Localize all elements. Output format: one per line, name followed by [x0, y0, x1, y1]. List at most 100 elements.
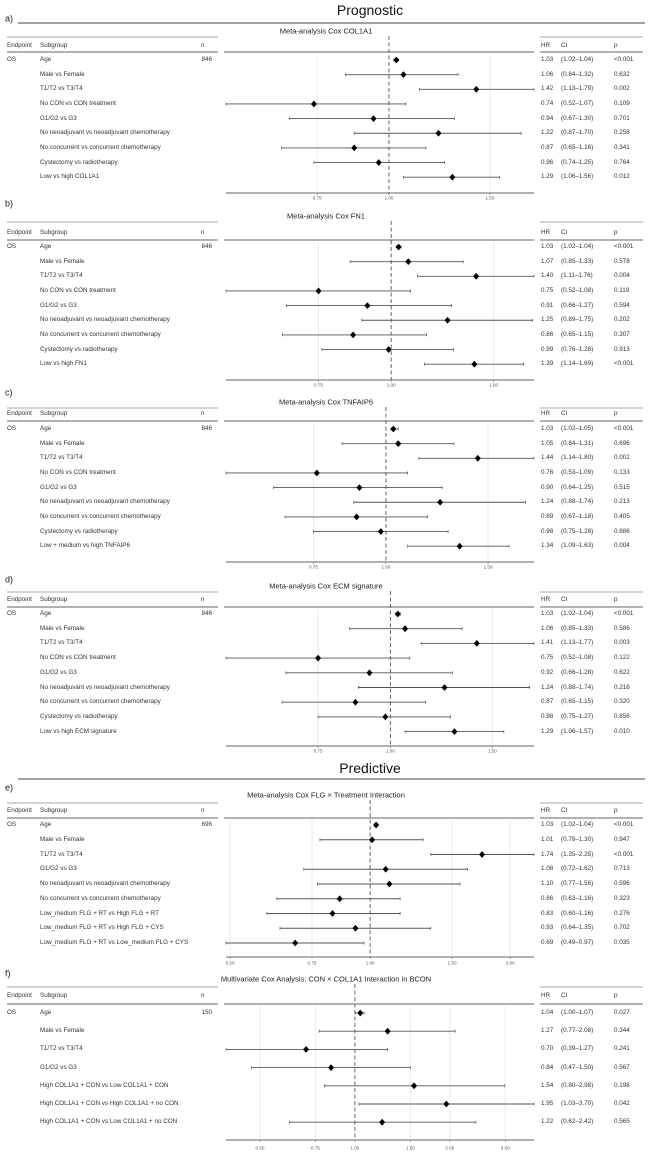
p-value: 0.913 — [614, 345, 630, 353]
subgroup-label: Low vs high FN1 — [40, 360, 87, 368]
hr-point-marker — [351, 144, 358, 152]
column-header-subgroup: Subgroup — [40, 991, 68, 999]
column-header-hr: HR — [541, 595, 551, 603]
subgroup-label: T1/T2 vs T3/T4 — [40, 272, 83, 280]
p-value: <0.001 — [614, 242, 634, 250]
section-title-predictive: Predictive — [339, 760, 401, 776]
p-value: 0.578 — [614, 257, 630, 265]
hr-value: 1.03 — [541, 242, 554, 250]
p-value: 0.713 — [614, 865, 630, 873]
p-value: 0.042 — [614, 1099, 630, 1107]
hr-point-marker — [479, 851, 486, 858]
ci-value: (1.14–1.69) — [561, 360, 594, 368]
ci-value: (0.88–1.74) — [561, 683, 594, 691]
p-value: 0.133 — [614, 468, 630, 476]
axis-tick-label: 1.50 — [489, 382, 499, 388]
hr-value: 0.98 — [541, 527, 554, 535]
hr-value: 1.24 — [541, 683, 554, 691]
panel-title: Meta-analysis Cox TNFAIP6 — [278, 397, 374, 407]
subgroup-label: No concurrent vs concurrent chemotherapy — [40, 330, 161, 338]
p-value: 0.565 — [614, 1118, 630, 1126]
ci-value: (0.65–1.15) — [561, 330, 594, 338]
column-header-n: n — [201, 806, 205, 814]
p-value: 0.213 — [614, 498, 630, 506]
p-value: 0.002 — [614, 454, 630, 462]
hr-point-marker — [386, 880, 393, 888]
subgroup-label: Male vs Female — [40, 257, 85, 265]
ci-value: (0.87–1.70) — [561, 129, 594, 137]
ci-value: (0.77–1.56) — [561, 879, 594, 887]
column-header-hr: HR — [541, 41, 551, 49]
panel-label: f) — [5, 968, 11, 979]
column-header-p: p — [614, 991, 618, 999]
hr-point-marker — [384, 1027, 391, 1035]
hr-value: 1.42 — [541, 85, 554, 93]
hr-value: 1.04 — [541, 1008, 554, 1016]
subgroup-label: High COL1A1 + CON vs Low COL1A1 + CON — [40, 1081, 169, 1089]
subgroup-label: Male vs Female — [40, 624, 85, 632]
ci-value: (0.84–1.32) — [561, 70, 594, 78]
panel-label: b) — [5, 198, 14, 209]
subgroup-label: No concurrent vs concurrent chemotherapy — [40, 698, 161, 706]
ci-value: (1.03–3.70) — [561, 1099, 594, 1107]
subgroup-label: G1/G2 vs G3 — [40, 1063, 77, 1071]
ci-value: (1.00–1.07) — [561, 1008, 594, 1016]
hr-value: 1.74 — [541, 850, 554, 858]
hr-point-marker — [394, 610, 401, 618]
hr-point-marker — [313, 469, 320, 477]
hr-point-marker — [310, 100, 317, 108]
hr-point-marker — [473, 272, 480, 280]
hr-point-marker — [329, 910, 336, 917]
subgroup-label: G1/G2 vs G3 — [40, 865, 77, 873]
column-header-ci: CI — [561, 991, 568, 999]
hr-value: 0.89 — [541, 512, 554, 520]
p-value: 0.307 — [614, 330, 630, 338]
hr-value: 1.29 — [541, 727, 554, 735]
axis-tick-label: 1.50 — [487, 748, 497, 754]
axis-tick-label: 1.50 — [483, 564, 493, 570]
subgroup-label: No concurrent vs concurrent chemotherapy — [40, 512, 161, 520]
ci-value: (0.52–1.08) — [561, 653, 594, 661]
axis-tick-label: 1.50 — [405, 1145, 415, 1151]
axis-tick-label: 1.00 — [350, 1145, 360, 1151]
p-value: 0.341 — [614, 143, 630, 151]
hr-value: 1.06 — [541, 70, 554, 78]
p-value: 0.122 — [614, 653, 630, 661]
p-value: 0.003 — [614, 639, 630, 647]
ci-value: (0.52–1.08) — [561, 286, 594, 294]
ci-value: (1.02–1.04) — [561, 820, 594, 828]
subgroup-label: T1/T2 vs T3/T4 — [40, 639, 83, 647]
ci-value: (0.66–1.27) — [561, 301, 594, 309]
p-value: 0.586 — [614, 624, 630, 632]
column-header-p: p — [614, 595, 618, 603]
column-header-ci: CI — [561, 409, 568, 417]
hr-point-marker — [402, 625, 409, 633]
p-value: 0.109 — [614, 99, 630, 107]
axis-tick-label: 1.50 — [485, 195, 495, 201]
subgroup-label: No neoadjuvant vs neoadjuvant chemothera… — [40, 498, 170, 506]
column-header-p: p — [614, 228, 618, 236]
axis-tick-label: 0.75 — [312, 195, 322, 201]
hr-value: 0.70 — [541, 1045, 554, 1053]
ci-value: (1.14–1.80) — [561, 454, 594, 462]
p-value: 0.886 — [614, 527, 630, 535]
hr-point-marker — [357, 1009, 364, 1017]
axis-tick-label: 1.00 — [384, 195, 394, 201]
n-cell: 846 — [201, 424, 212, 432]
p-value: 0.622 — [614, 668, 630, 676]
hr-value: 1.44 — [541, 454, 554, 462]
ci-value: (0.88–1.74) — [561, 498, 594, 506]
subgroup-label: Cystectomy vs radiotherapy — [40, 345, 118, 353]
column-header-n: n — [201, 991, 205, 999]
hr-point-marker — [373, 821, 380, 829]
panel-title: Multivariate Cox Analysis: CON × COL1A1 … — [220, 974, 432, 984]
hr-point-marker — [395, 243, 402, 251]
hr-value: 1.29 — [541, 173, 554, 181]
p-value: <0.001 — [614, 55, 634, 63]
ci-value: (0.80–2.98) — [561, 1081, 594, 1089]
hr-point-marker — [352, 924, 359, 932]
hr-point-marker — [456, 542, 463, 550]
p-value: 0.119 — [614, 286, 630, 294]
axis-tick-label: 3.00 — [500, 1145, 510, 1151]
